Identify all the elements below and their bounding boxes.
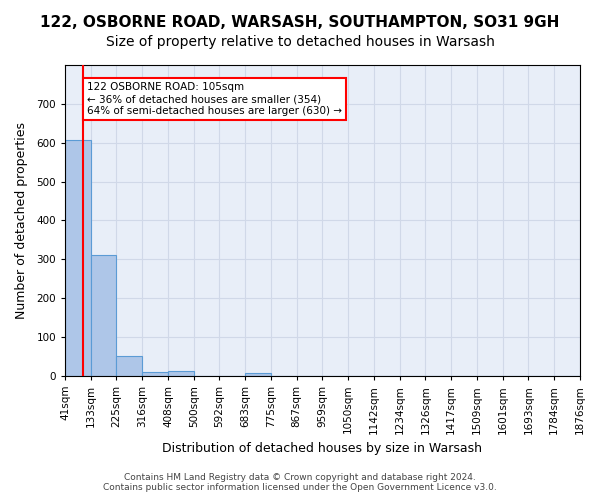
Bar (65, 140, 91, 376)
X-axis label: Distribution of detached houses by size in Warsash: Distribution of detached houses by size … (163, 442, 482, 455)
Bar (168, 371, 194, 376)
Bar (116, 356, 142, 376)
Text: 122 OSBORNE ROAD: 105sqm
← 36% of detached houses are smaller (354)
64% of semi-: 122 OSBORNE ROAD: 105sqm ← 36% of detach… (87, 82, 342, 116)
Y-axis label: Number of detached properties: Number of detached properties (15, 122, 28, 319)
Text: Size of property relative to detached houses in Warsash: Size of property relative to detached ho… (106, 35, 494, 49)
Bar (245, 373, 271, 376)
Text: Contains HM Land Registry data © Crown copyright and database right 2024.
Contai: Contains HM Land Registry data © Crown c… (103, 473, 497, 492)
Bar (91, 256, 116, 376)
Text: 122, OSBORNE ROAD, WARSASH, SOUTHAMPTON, SO31 9GH: 122, OSBORNE ROAD, WARSASH, SOUTHAMPTON,… (40, 15, 560, 30)
Bar (142, 372, 168, 376)
